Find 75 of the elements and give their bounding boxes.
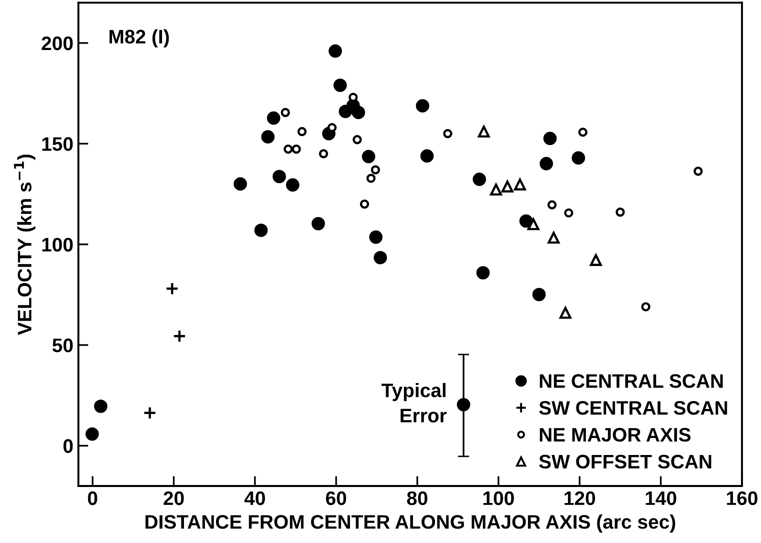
- y-tick-label: 50: [52, 338, 73, 352]
- point: [362, 150, 376, 164]
- point: [416, 99, 430, 112]
- point: [564, 208, 574, 218]
- point: [472, 172, 486, 186]
- y-tick-label: 200: [42, 36, 73, 50]
- point: [297, 127, 307, 136]
- point: [559, 306, 572, 319]
- point: [286, 178, 300, 192]
- x-tick-label: 140: [646, 491, 676, 506]
- point: [543, 132, 557, 146]
- point: [420, 149, 434, 163]
- point: [234, 177, 247, 191]
- point: [578, 128, 588, 137]
- point: [548, 232, 560, 244]
- point: [374, 250, 388, 264]
- point: [590, 254, 602, 266]
- point: [456, 398, 470, 412]
- point: [261, 130, 275, 144]
- x-tick-label: 0: [88, 491, 98, 506]
- point: [334, 78, 347, 92]
- point: [366, 174, 376, 183]
- x-tick-label: 40: [244, 491, 265, 506]
- y-tick-label: 100: [42, 238, 73, 252]
- y-tick-label: 150: [42, 137, 73, 151]
- point: [94, 400, 108, 413]
- legend-label: SW CENTRAL SCAN: [539, 401, 728, 415]
- x-axis-title: DISTANCE FROM CENTER ALONG MAJOR AXIS (arc sec): [146, 514, 676, 533]
- point: [266, 111, 280, 125]
- x-tick-label: 60: [326, 491, 346, 506]
- point: [490, 184, 502, 196]
- point: [527, 218, 540, 230]
- point: [284, 144, 293, 154]
- point: [292, 144, 301, 154]
- point: [272, 170, 286, 184]
- point: [352, 106, 366, 120]
- y-axis-title: VELOCITY (km s$^{−1}$): [14, 154, 36, 336]
- point: [443, 129, 452, 138]
- x-tick-label: 20: [164, 491, 184, 506]
- x-tick-label: 100: [483, 491, 514, 506]
- x-tick-label: 120: [564, 491, 596, 506]
- point: [478, 126, 490, 138]
- point: [616, 208, 625, 217]
- point: [519, 214, 533, 228]
- annotation: Typical Error: [382, 382, 447, 422]
- point: [369, 230, 383, 244]
- point: [370, 165, 380, 174]
- point: [172, 330, 186, 343]
- point: [143, 406, 156, 420]
- point: [532, 288, 546, 302]
- point: [547, 200, 557, 210]
- point: [280, 108, 290, 118]
- point: [86, 427, 99, 441]
- x-tick-label: 160: [726, 491, 758, 506]
- x-tick-label: 80: [407, 491, 428, 506]
- point: [694, 166, 703, 176]
- point: [328, 44, 342, 58]
- text: M82 (I): [110, 29, 169, 48]
- point: [501, 180, 514, 193]
- point: [641, 302, 650, 312]
- point: [327, 122, 337, 132]
- point: [514, 178, 526, 191]
- point: [572, 151, 586, 165]
- point: [254, 224, 268, 237]
- point: [318, 149, 328, 158]
- point: [312, 216, 325, 230]
- legend-label: SW OFFSET SCAN: [539, 454, 712, 469]
- point: [476, 266, 490, 280]
- y-tick-label: 0: [63, 439, 73, 453]
- legend-label: NE CENTRAL SCAN: [540, 374, 723, 388]
- legend-label: NE MAJOR AXIS: [540, 428, 691, 442]
- point: [352, 135, 362, 144]
- point: [165, 282, 179, 296]
- point: [360, 199, 370, 209]
- point: [540, 156, 554, 170]
